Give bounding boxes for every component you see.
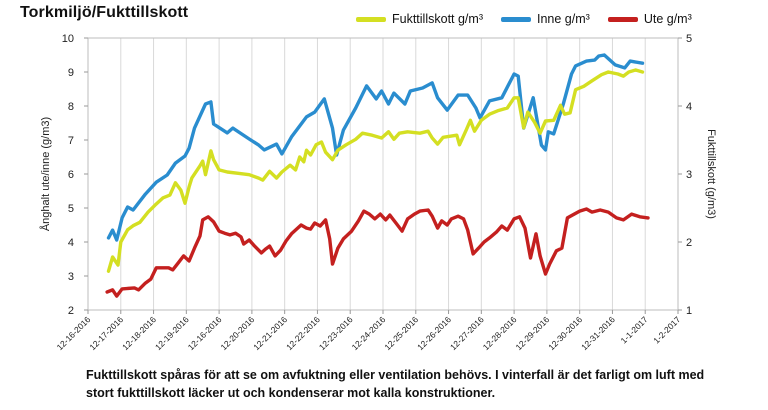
right-axis-ticks: 1 2 3 4 5 bbox=[678, 33, 692, 317]
x-tick-label: 12-31-2016 bbox=[579, 314, 617, 352]
legend-label-inne: Inne g/m³ bbox=[537, 12, 590, 26]
x-tick-label: 12-18-2016 bbox=[120, 314, 158, 352]
legend-swatch-inne bbox=[501, 16, 531, 22]
y-tick-label-left: 7 bbox=[68, 135, 74, 147]
x-tick-label: 12-16-2016 bbox=[186, 314, 224, 352]
grid-lines bbox=[87, 38, 679, 310]
y-tick-label-left: 6 bbox=[68, 169, 74, 181]
y-tick-label-right: 1 bbox=[686, 305, 692, 317]
series-line-ute bbox=[105, 207, 650, 298]
x-tick-label: 12-19-2016 bbox=[153, 314, 191, 352]
legend-swatch-fukttillskott bbox=[356, 16, 386, 22]
y-tick-label-left: 2 bbox=[68, 305, 74, 317]
y-tick-label-right: 2 bbox=[686, 237, 692, 249]
x-tick-label: 12-28-2016 bbox=[481, 314, 519, 352]
y-tick-label-right: 4 bbox=[686, 101, 692, 113]
x-tick-label: 12-17-2016 bbox=[87, 314, 125, 352]
series-line-inne bbox=[106, 53, 645, 242]
chart-caption: Fukttillskott spåras för att se om avfuk… bbox=[86, 368, 705, 400]
y-tick-label-left: 8 bbox=[68, 101, 74, 113]
right-axis-label: Fukttillskott (g/m3) bbox=[705, 129, 717, 219]
x-tick-label: 12-20-2016 bbox=[218, 314, 256, 352]
x-tick-label: 12-27-2016 bbox=[448, 314, 486, 352]
y-tick-label-left: 9 bbox=[68, 67, 74, 79]
chart-legend: Fukttillskott g/m³ Inne g/m³ Ute g/m³ bbox=[356, 12, 710, 26]
x-tick-label: 12-30-2016 bbox=[546, 314, 584, 352]
y-tick-label-left: 3 bbox=[68, 271, 74, 283]
x-tick-label: 1-1-2017 bbox=[619, 314, 650, 345]
x-tick-label: 12-22-2016 bbox=[284, 314, 322, 352]
x-tick-label: 12-16-2016 bbox=[55, 314, 93, 352]
x-tick-label: 1-2-2017 bbox=[651, 314, 682, 345]
x-tick-label: 12-21-2016 bbox=[251, 314, 289, 352]
left-axis-ticks: 2 3 4 5 6 7 8 9 10 bbox=[62, 33, 88, 317]
legend-item-fukttillskott: Fukttillskott g/m³ bbox=[356, 12, 483, 26]
x-tick-label: 12-25-2016 bbox=[382, 314, 420, 352]
y-tick-label-right: 3 bbox=[686, 169, 692, 181]
left-axis-label: Ånghalt ute/inne (g/m3) bbox=[39, 117, 52, 231]
y-tick-label-right: 5 bbox=[686, 33, 692, 45]
series-lines bbox=[105, 53, 650, 298]
x-axis-ticks: 12-16-201612-17-201612-18-201612-19-2016… bbox=[55, 310, 683, 352]
chart-title: Torkmiljö/Fukttillskott bbox=[20, 4, 189, 21]
y-tick-label-left: 10 bbox=[62, 33, 74, 45]
legend-label-ute: Ute g/m³ bbox=[643, 12, 692, 26]
legend-label-fukttillskott: Fukttillskott g/m³ bbox=[392, 12, 483, 26]
x-tick-label: 12-29-2016 bbox=[513, 314, 551, 352]
legend-item-inne: Inne g/m³ bbox=[501, 12, 590, 26]
y-tick-label-left: 5 bbox=[68, 203, 74, 215]
legend-item-ute: Ute g/m³ bbox=[607, 12, 692, 26]
x-tick-label: 12-23-2016 bbox=[317, 314, 355, 352]
x-tick-label: 12-24-2016 bbox=[350, 314, 388, 352]
series-line-fukttillskott bbox=[106, 68, 645, 273]
x-tick-label: 12-26-2016 bbox=[415, 314, 453, 352]
legend-swatch-ute bbox=[607, 16, 638, 22]
y-tick-label-left: 4 bbox=[68, 237, 74, 249]
